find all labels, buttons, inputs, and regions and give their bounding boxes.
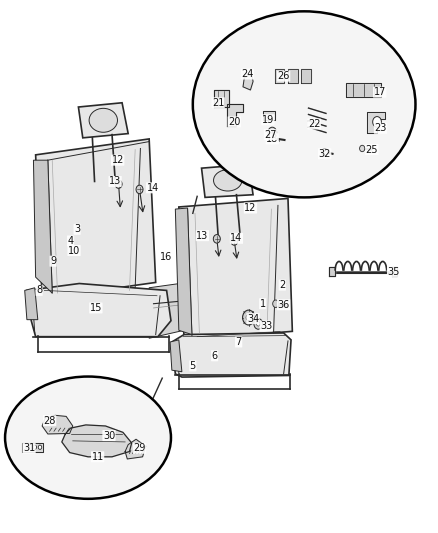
Polygon shape — [21, 443, 43, 451]
Polygon shape — [78, 103, 128, 138]
Circle shape — [373, 117, 381, 127]
Polygon shape — [42, 415, 73, 434]
Circle shape — [231, 237, 238, 245]
Ellipse shape — [193, 11, 416, 197]
Text: 13: 13 — [109, 176, 121, 187]
Polygon shape — [172, 333, 291, 377]
Polygon shape — [125, 439, 146, 459]
Text: 19: 19 — [262, 115, 274, 125]
Text: 8: 8 — [36, 286, 42, 295]
Text: 16: 16 — [159, 252, 172, 262]
Polygon shape — [329, 266, 335, 276]
Text: 4: 4 — [67, 236, 74, 246]
Text: 25: 25 — [366, 144, 378, 155]
Circle shape — [321, 149, 328, 156]
Polygon shape — [175, 208, 192, 335]
Text: 7: 7 — [236, 337, 242, 347]
Text: 24: 24 — [241, 69, 254, 79]
Text: 22: 22 — [308, 119, 321, 129]
Text: 10: 10 — [68, 246, 80, 255]
Circle shape — [268, 127, 277, 138]
Text: 9: 9 — [50, 256, 56, 266]
Text: 31: 31 — [23, 443, 35, 453]
Polygon shape — [214, 90, 229, 107]
Text: 33: 33 — [260, 321, 272, 331]
Text: 23: 23 — [374, 123, 387, 133]
Text: 20: 20 — [228, 117, 240, 127]
Polygon shape — [263, 111, 275, 120]
Circle shape — [136, 185, 143, 193]
Polygon shape — [243, 74, 253, 90]
Text: 18: 18 — [266, 134, 279, 144]
Text: 14: 14 — [230, 233, 243, 244]
Circle shape — [257, 322, 260, 326]
Circle shape — [243, 310, 255, 325]
Polygon shape — [301, 69, 311, 83]
Polygon shape — [367, 112, 385, 133]
Text: 1: 1 — [260, 298, 266, 309]
Text: 5: 5 — [190, 361, 196, 371]
Polygon shape — [227, 104, 243, 126]
Circle shape — [246, 314, 251, 321]
Circle shape — [254, 319, 263, 329]
Text: 14: 14 — [146, 183, 159, 193]
Text: 13: 13 — [196, 231, 208, 241]
Text: 15: 15 — [90, 303, 102, 313]
Text: 36: 36 — [278, 300, 290, 310]
Text: 12: 12 — [244, 203, 257, 213]
Circle shape — [38, 445, 42, 449]
Polygon shape — [35, 139, 155, 298]
Text: 32: 32 — [318, 149, 331, 159]
Polygon shape — [62, 425, 132, 457]
Text: 28: 28 — [43, 416, 56, 426]
Polygon shape — [346, 83, 381, 98]
Circle shape — [33, 445, 36, 449]
Circle shape — [213, 235, 220, 243]
Circle shape — [360, 146, 365, 152]
Polygon shape — [170, 340, 182, 372]
Text: 35: 35 — [388, 267, 400, 277]
Polygon shape — [179, 198, 292, 340]
Polygon shape — [288, 69, 297, 83]
Ellipse shape — [214, 169, 242, 191]
Polygon shape — [33, 160, 52, 293]
Ellipse shape — [5, 376, 171, 499]
Polygon shape — [201, 165, 253, 197]
Text: 21: 21 — [212, 98, 224, 108]
Circle shape — [273, 300, 279, 308]
Polygon shape — [149, 284, 184, 338]
Polygon shape — [25, 288, 38, 320]
Polygon shape — [392, 266, 397, 276]
Text: 17: 17 — [374, 87, 386, 97]
Text: 11: 11 — [92, 452, 104, 462]
Text: 29: 29 — [133, 443, 146, 453]
Text: 12: 12 — [112, 155, 124, 165]
Ellipse shape — [89, 108, 117, 132]
Text: 30: 30 — [103, 431, 115, 441]
Text: 2: 2 — [279, 280, 286, 290]
Text: 26: 26 — [277, 71, 290, 81]
Polygon shape — [27, 284, 171, 337]
Text: 27: 27 — [264, 130, 277, 140]
Text: 3: 3 — [74, 224, 80, 235]
Circle shape — [26, 445, 29, 449]
Polygon shape — [275, 69, 285, 83]
Text: 6: 6 — [212, 351, 218, 361]
Text: 34: 34 — [247, 313, 259, 324]
Circle shape — [115, 180, 122, 188]
